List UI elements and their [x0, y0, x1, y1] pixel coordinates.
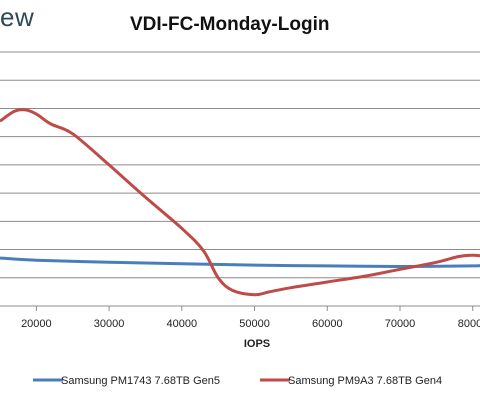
series-line-1 [0, 108, 480, 297]
legend-label-1: Samsung PM9A3 7.68TB Gen4 [288, 375, 442, 387]
x-tick-label-2: 40000 [167, 318, 198, 330]
x-tick-label-5: 70000 [385, 318, 416, 330]
x-tick-label-6: 8000 [458, 318, 480, 330]
chart-title: VDI-FC-Monday-Login [130, 14, 330, 35]
x-tick-label-3: 50000 [239, 318, 270, 330]
legend: Samsung PM1743 7.68TB Gen5 Samsung PM9A3 … [33, 375, 442, 387]
x-tick-label-4: 60000 [312, 318, 343, 330]
x-tick-labels: 20000 30000 40000 50000 60000 70000 8000 [21, 318, 480, 330]
gridlines [0, 51, 480, 311]
legend-label-0: Samsung PM1743 7.68TB Gen5 [61, 375, 220, 387]
series-lines [0, 108, 480, 297]
series-line-0 [0, 256, 480, 268]
x-tick-label-1: 30000 [94, 318, 125, 330]
x-tick-label-0: 20000 [21, 318, 52, 330]
x-axis-title: IOPS [244, 338, 270, 350]
brand-logo-fragment: ew [0, 2, 35, 32]
